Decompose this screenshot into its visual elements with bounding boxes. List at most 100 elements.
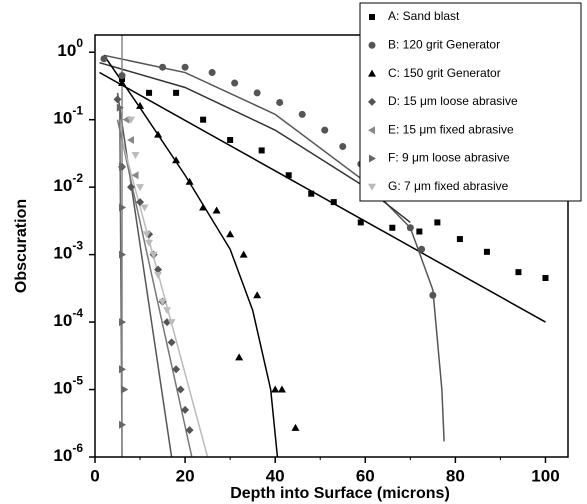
data-point xyxy=(116,103,124,112)
data-point xyxy=(127,135,135,144)
legend-label: G: 7 μm fixed abrasive xyxy=(388,179,509,193)
data-point xyxy=(136,198,145,207)
legend-marker xyxy=(368,69,376,77)
plot-frame xyxy=(94,34,569,458)
y-tick-exponent: -1 xyxy=(72,104,83,118)
data-point xyxy=(231,79,239,87)
data-point xyxy=(140,204,149,212)
x-tick-label: 100 xyxy=(531,466,559,485)
data-point xyxy=(131,151,140,159)
data-point xyxy=(173,89,180,96)
y-tick-label: 10-4 xyxy=(53,306,83,330)
legend-box xyxy=(359,2,582,202)
legend-marker xyxy=(368,183,376,191)
data-point xyxy=(276,98,284,106)
data-point xyxy=(434,219,441,226)
y-tick-base: 10 xyxy=(53,312,72,331)
y-tick-base: 10 xyxy=(53,177,72,196)
fit-line xyxy=(121,139,209,457)
data-point xyxy=(158,298,167,306)
data-point xyxy=(113,95,122,104)
data-point xyxy=(163,307,172,315)
data-point xyxy=(291,423,300,431)
y-tick-exponent: -3 xyxy=(72,239,83,253)
x-tick-label: 60 xyxy=(356,466,375,485)
data-point xyxy=(357,219,364,226)
data-point xyxy=(185,426,194,435)
data-point xyxy=(172,156,181,164)
data-point xyxy=(119,420,127,429)
data-point xyxy=(181,405,190,414)
y-tick-label: 10-5 xyxy=(53,374,83,398)
x-tick-label: 0 xyxy=(90,466,99,485)
legend-marker xyxy=(369,14,375,20)
data-point xyxy=(542,275,549,282)
data-point xyxy=(121,385,129,394)
data-point xyxy=(119,162,127,171)
data-point xyxy=(176,385,185,394)
data-point xyxy=(253,291,262,299)
data-point xyxy=(226,230,235,238)
y-tick-label: 10-2 xyxy=(53,171,83,195)
y-tick-exponent: -4 xyxy=(72,306,83,320)
legend-label: D: 15 μm loose abrasive xyxy=(388,94,518,108)
data-point xyxy=(100,55,108,63)
data-point xyxy=(418,245,426,253)
data-point xyxy=(136,184,145,192)
y-tick-label: 10-3 xyxy=(53,239,83,263)
fit-line xyxy=(99,71,546,323)
data-point xyxy=(212,206,221,214)
data-point xyxy=(167,338,176,347)
data-point xyxy=(271,385,280,393)
data-point xyxy=(339,143,347,151)
data-point xyxy=(285,172,292,179)
legend-label: E: 15 μm fixed abrasive xyxy=(388,122,514,136)
y-tick-exponent: 0 xyxy=(76,36,83,50)
data-point xyxy=(483,248,490,255)
data-point xyxy=(167,319,176,327)
y-tick-exponent: -5 xyxy=(72,374,83,388)
data-point xyxy=(127,116,136,124)
y-tick-base: 10 xyxy=(53,379,72,398)
data-point xyxy=(142,231,151,239)
y-tick-base: 10 xyxy=(57,42,76,61)
x-tick-label: 20 xyxy=(176,466,195,485)
data-point xyxy=(131,171,139,180)
data-point xyxy=(119,250,127,259)
data-point xyxy=(253,89,261,97)
legend-label: B: 120 grit Generator xyxy=(388,37,500,51)
y-axis-title: Obscuration xyxy=(13,199,30,293)
data-point xyxy=(308,190,315,197)
data-point xyxy=(200,116,207,123)
data-point xyxy=(154,265,163,274)
data-point xyxy=(389,224,396,231)
data-point xyxy=(119,203,127,212)
data-point xyxy=(199,203,208,211)
x-tick-label: 40 xyxy=(266,466,285,485)
x-tick-label: 80 xyxy=(446,466,465,485)
data-point xyxy=(330,199,337,206)
data-point xyxy=(149,251,158,259)
y-tick-base: 10 xyxy=(53,244,72,263)
data-point xyxy=(146,89,153,96)
legend-marker xyxy=(368,126,375,135)
legend-label: C: 150 grit Generator xyxy=(388,66,501,80)
y-tick-exponent: -6 xyxy=(72,441,83,455)
data-point xyxy=(429,291,437,299)
data-point xyxy=(159,63,167,71)
data-point xyxy=(181,63,189,71)
data-point xyxy=(298,110,306,118)
fit-line xyxy=(116,92,173,457)
data-point xyxy=(456,236,463,243)
data-point xyxy=(227,136,234,143)
data-point xyxy=(145,239,154,247)
y-tick-base: 10 xyxy=(53,446,72,465)
legend-marker xyxy=(368,41,376,49)
data-point xyxy=(277,385,286,393)
y-tick-exponent: -2 xyxy=(72,171,83,185)
legend-label: A: Sand blast xyxy=(388,9,460,23)
data-point xyxy=(185,177,194,185)
data-point xyxy=(321,126,329,134)
data-point xyxy=(239,250,248,258)
